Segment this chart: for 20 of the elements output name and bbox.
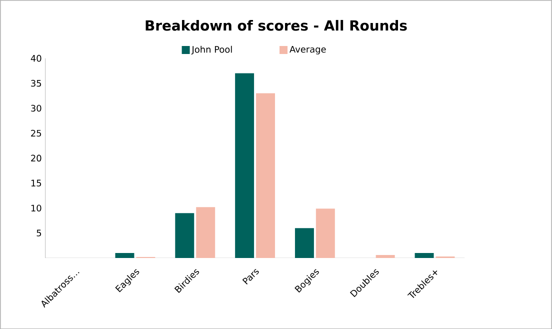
y-tick-label: 20 [31, 154, 42, 162]
y-tick-label: 25 [31, 130, 42, 136]
bar [294, 228, 314, 258]
chart-title: Breakdown of scores - All Rounds [146, 20, 407, 31]
y-tick-label: 10 [31, 204, 42, 212]
bar [376, 254, 395, 258]
legend-label: Average [290, 46, 326, 54]
y-tick-label: 15 [31, 180, 42, 186]
bar [316, 208, 335, 258]
y-tick-label: 30 [31, 104, 42, 112]
legend-label: John Pool [191, 46, 232, 54]
y-tick-label: 5 [36, 230, 42, 236]
bar [115, 252, 134, 258]
bar [175, 212, 194, 258]
bar [414, 252, 434, 258]
y-tick-label: 40 [30, 54, 42, 62]
bar [256, 93, 275, 258]
bar [196, 206, 216, 258]
y-tick-label: 35 [31, 80, 42, 87]
bar [235, 73, 254, 258]
